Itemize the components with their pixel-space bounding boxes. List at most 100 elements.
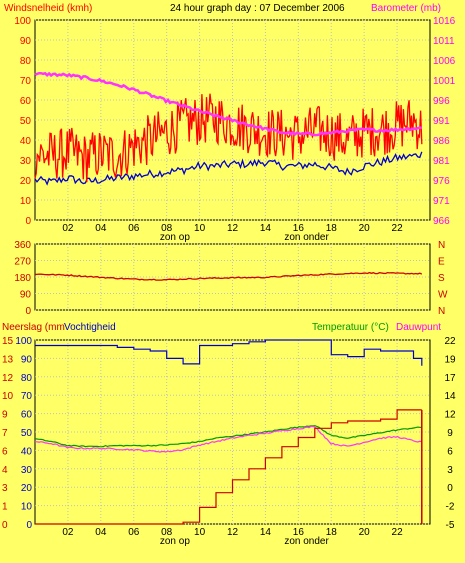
rain-ytick-4: 6 xyxy=(2,446,8,457)
humidity-ytick-50: 50 xyxy=(21,428,33,439)
panel-3-xtick-20: 20 xyxy=(359,527,371,538)
rain-axis-label: Neerslag (mm xyxy=(2,322,65,333)
panel-1-xtick-12: 12 xyxy=(227,223,239,234)
wind-ytick-30: 30 xyxy=(20,156,32,167)
wind-direction-line xyxy=(35,271,423,281)
humidity-ytick-100: 100 xyxy=(15,336,32,347)
panel-3-xtick-18: 18 xyxy=(326,527,338,538)
wind-ytick-90: 90 xyxy=(20,36,32,47)
temp-ytick-10: 22 xyxy=(444,336,456,347)
rain-ytick-3: 4 xyxy=(2,465,8,476)
humidity-ytick-0: 0 xyxy=(26,520,32,531)
direction-ytick-0: 0 xyxy=(25,306,31,317)
dewpoint-line xyxy=(35,425,422,453)
direction-ytick-90: 90 xyxy=(20,290,32,301)
baro-ytick-986: 986 xyxy=(433,136,450,147)
plot-layers: 0102030405060708090100966971976981986991… xyxy=(2,16,456,547)
wind-ytick-80: 80 xyxy=(20,56,32,67)
panel-3-xtick-22: 22 xyxy=(392,527,404,538)
humidity-line xyxy=(35,339,423,366)
temp-ytick-2: 0 xyxy=(447,483,453,494)
panel-1-xtick-02: 02 xyxy=(62,223,74,234)
panel-3-xtick-04: 04 xyxy=(95,527,107,538)
compass-label-0: N xyxy=(438,306,445,317)
panel-1-xtick-22: 22 xyxy=(392,223,404,234)
panel-3-event-label-0: zon op xyxy=(160,536,190,547)
temp-ytick-8: 17 xyxy=(444,373,456,384)
rain-line xyxy=(35,409,422,525)
panel-1-xtick-18: 18 xyxy=(326,223,338,234)
humidity-ytick-40: 40 xyxy=(21,446,33,457)
panel-1-xtick-16: 16 xyxy=(293,223,305,234)
barometer-axis-label: Barometer (mb) xyxy=(371,3,441,14)
panel-3-xtick-02: 02 xyxy=(62,527,74,538)
temp-ytick-3: 3 xyxy=(447,465,453,476)
baro-ytick-971: 971 xyxy=(433,196,450,207)
rain-ytick-1: 1 xyxy=(2,502,8,513)
panel-3-event-label-1: zon onder xyxy=(284,536,329,547)
rain-ytick-5: 7 xyxy=(2,428,8,439)
chart-title: 24 hour graph day : 07 December 2006 xyxy=(170,3,345,14)
direction-ytick-180: 180 xyxy=(14,273,31,284)
rain-ytick-10: 15 xyxy=(2,336,14,347)
panel-1-xtick-04: 04 xyxy=(95,223,107,234)
baro-ytick-1016: 1016 xyxy=(433,16,456,27)
panel-1-xtick-14: 14 xyxy=(260,223,272,234)
panel-1-event-label-0: zon op xyxy=(160,232,190,243)
panel-3-xtick-08: 08 xyxy=(161,527,173,538)
temp-ytick-0: -5 xyxy=(446,520,455,531)
baro-ytick-1011: 1011 xyxy=(433,36,455,47)
wind-ytick-70: 70 xyxy=(20,76,32,87)
temperature-line xyxy=(34,425,422,448)
temp-ytick-5: 9 xyxy=(447,428,453,439)
panel-1-event-label-1: zon onder xyxy=(284,232,329,243)
humidity-ytick-20: 20 xyxy=(21,483,33,494)
panel-3-xtick-14: 14 xyxy=(260,527,272,538)
compass-label-1: W xyxy=(438,290,448,301)
panel-1-xtick-08: 08 xyxy=(161,223,173,234)
compass-label-4: N xyxy=(438,240,445,251)
rain-ytick-7: 10 xyxy=(2,391,14,402)
wind-speed-axis-label: Windsnelheid (kmh) xyxy=(4,3,92,14)
panel-1-xtick-10: 10 xyxy=(194,223,206,234)
temp-ytick-4: 6 xyxy=(447,446,453,457)
panel-3-xtick-10: 10 xyxy=(194,527,206,538)
rain-ytick-8: 12 xyxy=(2,373,14,384)
humidity-ytick-90: 90 xyxy=(21,354,33,365)
wind-ytick-10: 10 xyxy=(20,196,32,207)
humidity-ytick-30: 30 xyxy=(21,465,33,476)
direction-ytick-270: 270 xyxy=(14,257,31,268)
panel-3-xtick-06: 06 xyxy=(128,527,140,538)
rain-ytick-9: 13 xyxy=(2,354,14,365)
rain-ytick-2: 3 xyxy=(2,483,8,494)
humidity-ytick-80: 80 xyxy=(21,373,33,384)
panel-3-xtick-12: 12 xyxy=(227,527,239,538)
baro-ytick-976: 976 xyxy=(433,176,450,187)
rain-ytick-6: 9 xyxy=(2,410,8,421)
baro-ytick-1006: 1006 xyxy=(433,56,456,67)
rain-ytick-0: 0 xyxy=(2,520,8,531)
temp-ytick-6: 12 xyxy=(444,410,456,421)
temp-ytick-1: -2 xyxy=(446,502,455,513)
dewpoint-axis-label: Dauwpunt xyxy=(396,322,441,333)
compass-label-3: E xyxy=(438,257,445,268)
temp-ytick-7: 14 xyxy=(444,391,456,402)
humidity-ytick-70: 70 xyxy=(21,391,33,402)
wind-ytick-20: 20 xyxy=(20,176,32,187)
barometer-line xyxy=(34,71,422,137)
wind-ytick-0: 0 xyxy=(25,216,31,227)
wind-ytick-100: 100 xyxy=(14,16,31,27)
humidity-ytick-10: 10 xyxy=(21,502,33,513)
humidity-ytick-60: 60 xyxy=(21,410,33,421)
wind-ytick-40: 40 xyxy=(20,136,32,147)
baro-ytick-996: 996 xyxy=(433,96,450,107)
wind-ytick-60: 60 xyxy=(20,96,32,107)
compass-label-2: S xyxy=(438,273,445,284)
baro-ytick-966: 966 xyxy=(433,216,450,227)
baro-ytick-981: 981 xyxy=(433,156,450,167)
panel-1-xtick-20: 20 xyxy=(359,223,371,234)
humidity-axis-label: Vochtigheid xyxy=(64,322,116,333)
temperature-axis-label: Temperatuur (°C) xyxy=(312,322,389,333)
